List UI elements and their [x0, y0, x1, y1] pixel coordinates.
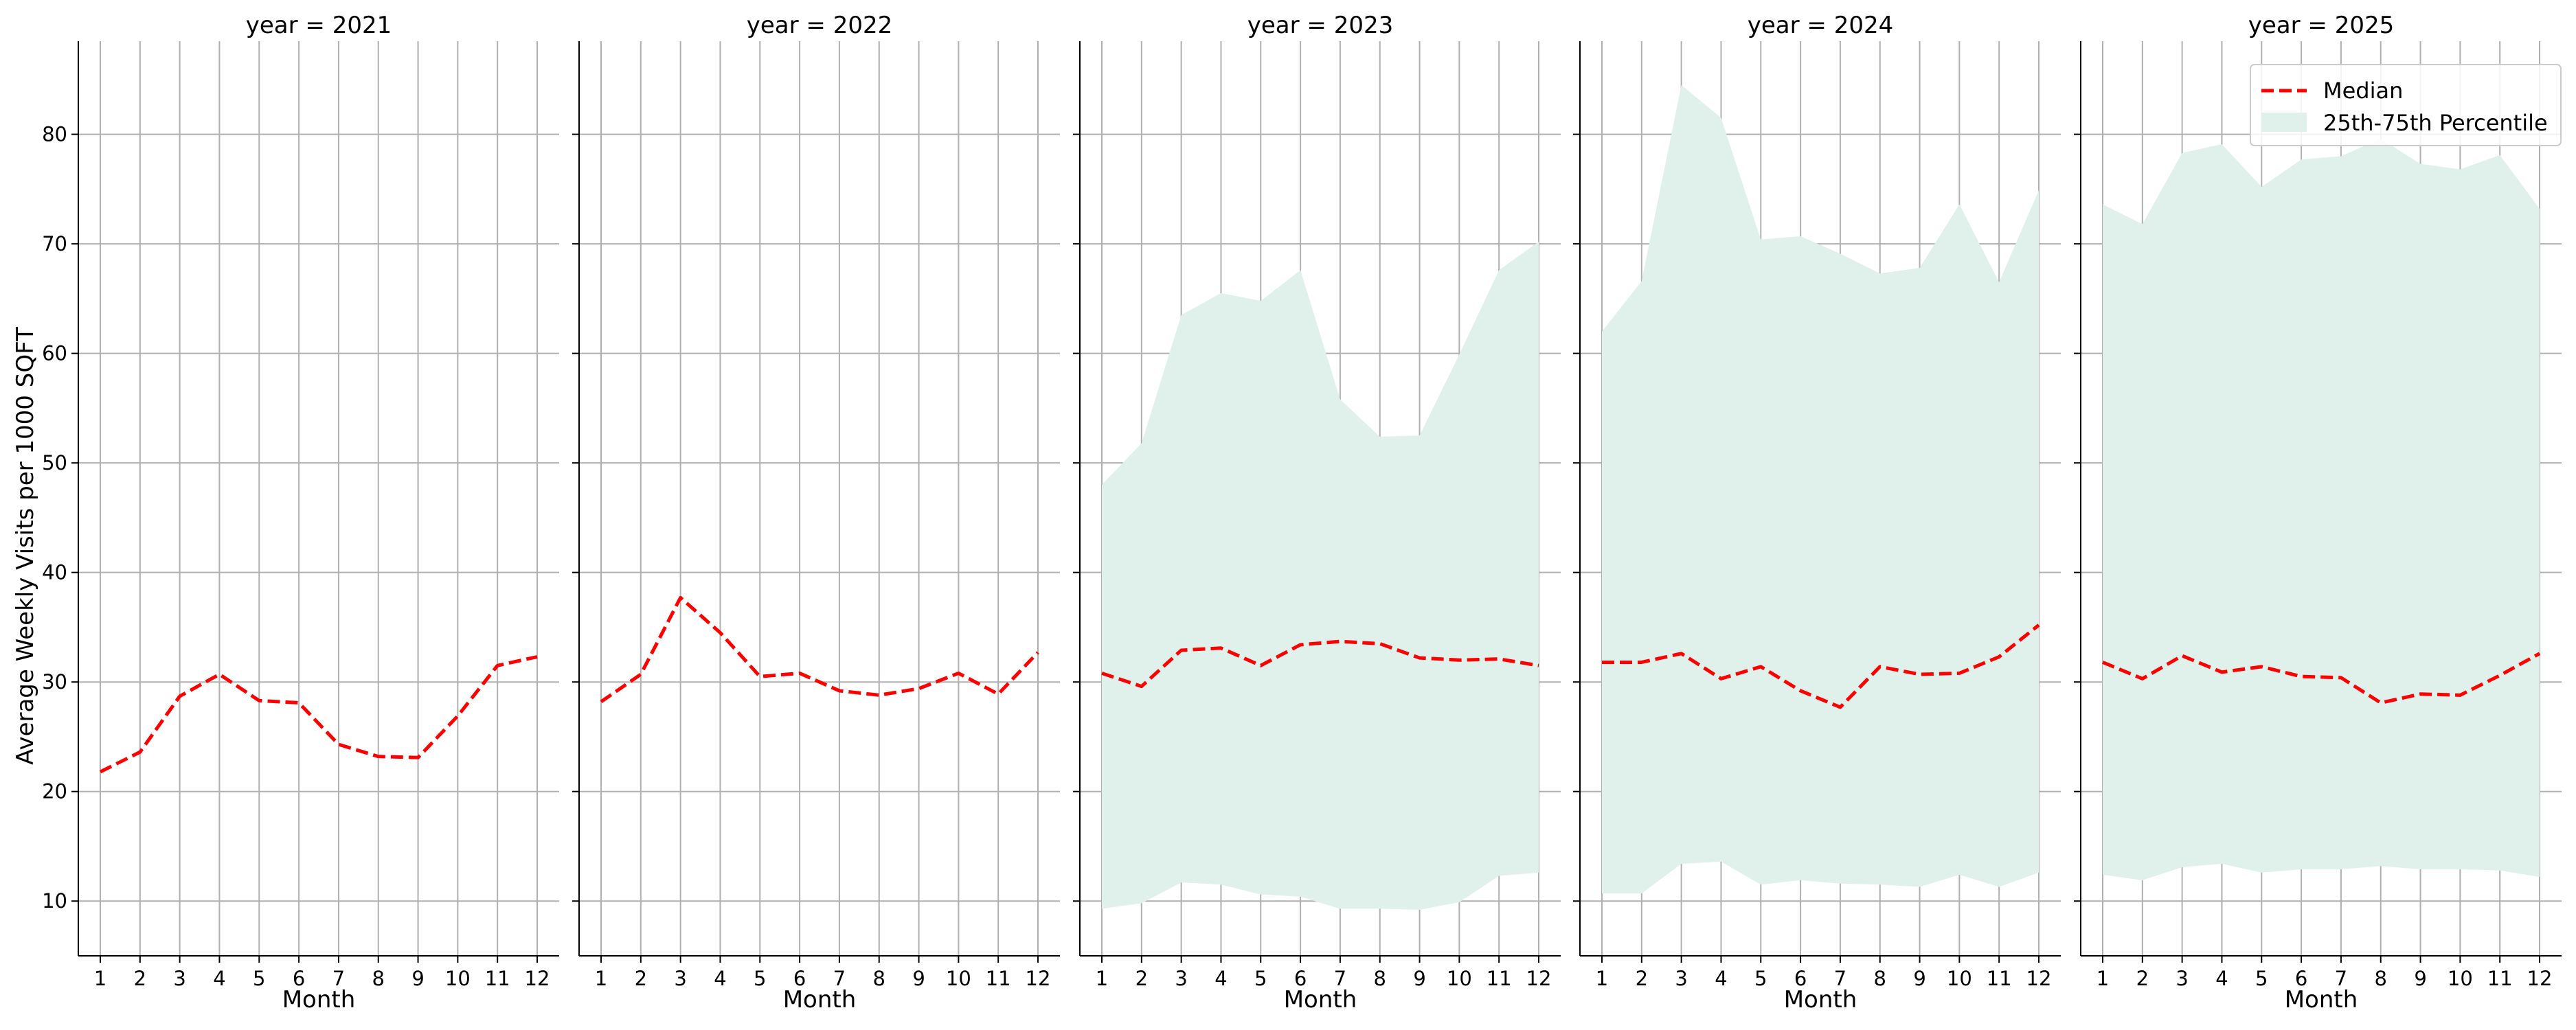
x-tick-label: 4: [1214, 967, 1227, 990]
x-tick-label: 6: [293, 967, 305, 990]
x-tick-label: 6: [793, 967, 806, 990]
x-axis-label: Month: [783, 986, 857, 1014]
x-tick-label: 12: [2527, 967, 2553, 990]
x-tick-label: 2: [2136, 967, 2149, 990]
panel-title: year = 2021: [246, 12, 392, 39]
x-tick-label: 11: [2487, 967, 2513, 990]
x-tick-label: 3: [173, 967, 185, 990]
x-tick-label: 2: [134, 967, 146, 990]
x-tick-label: 8: [2375, 967, 2387, 990]
x-tick-label: 6: [2295, 967, 2307, 990]
x-tick-label: 4: [213, 967, 225, 990]
x-tick-label: 7: [1834, 967, 1846, 990]
legend-band-swatch: [2261, 113, 2307, 132]
x-axis-label: Month: [1284, 986, 1357, 1014]
percentile-band: [1602, 84, 2039, 894]
x-tick-label: 3: [1675, 967, 1687, 990]
x-tick-label: 8: [372, 967, 385, 990]
percentile-band: [2103, 138, 2540, 880]
x-tick-label: 1: [595, 967, 607, 990]
x-tick-label: 9: [912, 967, 925, 990]
x-tick-label: 5: [253, 967, 265, 990]
x-tick-label: 9: [2414, 967, 2426, 990]
x-axis-label: Month: [2285, 986, 2358, 1014]
panel-title: year = 2022: [747, 12, 892, 39]
x-tick-label: 1: [1596, 967, 1608, 990]
y-axis-label: Average Weekly Visits per 1000 SQFT: [12, 327, 39, 765]
median-line: [99, 655, 538, 774]
x-axis-label: Month: [1784, 986, 1857, 1014]
median-line: [600, 595, 1039, 703]
y-tick-label: 10: [42, 889, 67, 913]
x-tick-label: 3: [2176, 967, 2188, 990]
x-tick-label: 3: [674, 967, 686, 990]
panel-title: year = 2023: [1247, 12, 1393, 39]
x-tick-label: 2: [1636, 967, 1648, 990]
legend-median-label: Median: [2323, 78, 2403, 104]
percentile-band: [1102, 241, 1539, 911]
x-tick-label: 10: [445, 967, 471, 990]
x-tick-label: 5: [754, 967, 766, 990]
x-tick-label: 10: [1447, 967, 1472, 990]
legend-band-label: 25th-75th Percentile: [2323, 110, 2548, 136]
x-tick-label: 1: [2097, 967, 2109, 990]
legend-box: [2250, 64, 2562, 146]
x-tick-label: 11: [1987, 967, 2012, 990]
x-tick-label: 5: [1254, 967, 1267, 990]
x-tick-label: 8: [1874, 967, 1886, 990]
x-tick-label: 11: [485, 967, 510, 990]
x-tick-label: 10: [2448, 967, 2473, 990]
x-tick-label: 9: [1913, 967, 1925, 990]
x-tick-label: 4: [1715, 967, 1727, 990]
x-tick-label: 11: [1487, 967, 1512, 990]
x-tick-label: 6: [1794, 967, 1807, 990]
y-tick-label: 80: [42, 123, 67, 146]
x-tick-label: 11: [986, 967, 1011, 990]
x-tick-label: 7: [833, 967, 846, 990]
x-tick-label: 5: [1754, 967, 1767, 990]
x-tick-label: 12: [525, 967, 550, 990]
x-tick-label: 2: [635, 967, 647, 990]
x-axis-label: Month: [282, 986, 356, 1014]
y-tick-label: 40: [42, 561, 67, 584]
x-tick-label: 9: [411, 967, 424, 990]
x-tick-label: 1: [94, 967, 106, 990]
x-tick-label: 7: [332, 967, 345, 990]
median-line: [1602, 623, 2040, 709]
y-tick-label: 60: [42, 342, 67, 365]
x-tick-label: 6: [1294, 967, 1307, 990]
x-tick-label: 10: [1947, 967, 1972, 990]
panel-title: year = 2024: [1748, 12, 1893, 39]
y-tick-label: 20: [42, 780, 67, 803]
x-tick-label: 12: [1526, 967, 1552, 990]
x-tick-label: 7: [2335, 967, 2347, 990]
x-tick-label: 3: [1175, 967, 1187, 990]
panel-title: year = 2025: [2248, 12, 2394, 39]
legend: Median 25th-75th Percentile: [2250, 64, 2562, 146]
median-line: [1101, 639, 1539, 689]
x-tick-label: 8: [1374, 967, 1386, 990]
median-line: [2102, 652, 2541, 705]
x-tick-label: 1: [1096, 967, 1108, 990]
x-tick-label: 12: [2026, 967, 2052, 990]
y-tick-label: 30: [42, 670, 67, 694]
x-tick-label: 9: [1413, 967, 1425, 990]
x-tick-label: 7: [1334, 967, 1346, 990]
x-tick-label: 4: [2215, 967, 2228, 990]
y-tick-label: 50: [42, 451, 67, 474]
x-tick-label: 4: [714, 967, 726, 990]
y-tick-label: 70: [42, 232, 67, 255]
x-tick-label: 5: [2255, 967, 2268, 990]
x-tick-label: 2: [1136, 967, 1148, 990]
x-tick-label: 8: [873, 967, 885, 990]
x-tick-label: 10: [946, 967, 971, 990]
x-tick-label: 12: [1026, 967, 1051, 990]
